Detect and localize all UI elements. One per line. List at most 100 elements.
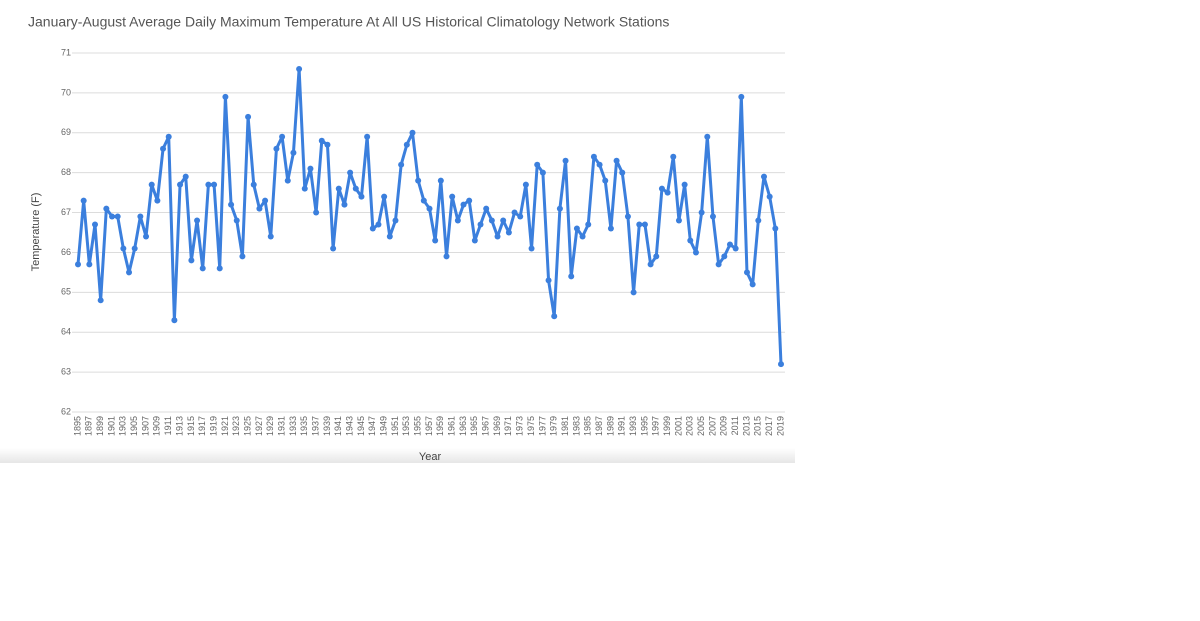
x-tick-label: 1911 <box>163 416 173 435</box>
data-point <box>517 213 524 220</box>
data-point <box>568 273 575 280</box>
x-axis-label: Year <box>419 451 442 463</box>
x-tick-label: 1937 <box>310 416 320 436</box>
data-point <box>687 237 694 244</box>
data-point <box>92 221 99 228</box>
data-point <box>432 237 439 244</box>
data-point <box>545 277 552 284</box>
x-tick-label: 1951 <box>390 416 400 436</box>
y-tick-label: 64 <box>61 327 71 337</box>
x-tick-label: 1901 <box>106 416 116 436</box>
x-tick-label: 2009 <box>719 416 729 436</box>
x-tick-label: 1907 <box>140 416 150 436</box>
data-point <box>352 185 359 192</box>
chart-title: January-August Average Daily Maximum Tem… <box>28 14 669 30</box>
data-point <box>318 137 325 144</box>
data-point <box>426 205 433 212</box>
data-point <box>630 289 637 296</box>
data-point <box>273 145 280 152</box>
data-point <box>641 221 648 228</box>
data-point <box>120 245 127 252</box>
data-point <box>177 181 184 188</box>
data-point <box>284 177 291 184</box>
x-tick-label: 1905 <box>129 416 139 436</box>
data-point <box>335 185 342 192</box>
y-tick-label: 65 <box>61 287 71 297</box>
y-tick-label: 63 <box>61 366 71 376</box>
data-point <box>636 221 643 228</box>
x-tick-label: 1917 <box>197 416 207 436</box>
x-tick-label: 1943 <box>345 416 355 436</box>
data-point <box>704 133 711 140</box>
y-tick-label: 66 <box>61 247 71 257</box>
x-tick-label: 1913 <box>174 416 184 436</box>
y-tick-label: 69 <box>61 127 71 137</box>
data-point <box>398 161 405 168</box>
data-point <box>692 249 699 256</box>
data-point <box>143 233 150 240</box>
y-tick-label: 70 <box>61 87 71 97</box>
data-point <box>658 185 665 192</box>
x-tick-label: 1983 <box>571 416 581 436</box>
x-tick-label: 1985 <box>583 416 593 436</box>
data-point <box>732 245 739 252</box>
x-tick-label: 1945 <box>356 416 366 436</box>
x-tick-label: 2017 <box>764 416 774 436</box>
data-point <box>494 233 501 240</box>
data-point <box>766 193 773 200</box>
data-point <box>590 153 597 160</box>
x-tick-label: 2013 <box>741 416 751 436</box>
x-tick-label: 1933 <box>288 416 298 436</box>
data-point <box>324 141 331 148</box>
data-point <box>483 205 490 212</box>
data-point <box>551 313 558 320</box>
data-point <box>726 241 733 248</box>
x-tick-label: 1975 <box>526 416 536 436</box>
data-point <box>103 205 110 212</box>
x-tick-label: 2007 <box>707 416 717 436</box>
data-point <box>596 161 603 168</box>
data-point <box>760 173 767 180</box>
data-point <box>296 65 303 72</box>
data-point <box>245 113 252 120</box>
x-tick-label: 1963 <box>458 416 468 436</box>
y-tick-label: 71 <box>61 47 71 57</box>
data-point <box>539 169 546 176</box>
x-tick-label: 1935 <box>299 416 309 436</box>
data-point <box>721 253 728 260</box>
x-tick-label: 1931 <box>276 416 286 436</box>
x-tick-label: 1921 <box>220 416 230 436</box>
x-tick-label: 2011 <box>730 416 740 435</box>
x-tick-label: 2003 <box>685 416 695 436</box>
x-tick-label: 2005 <box>696 416 706 436</box>
data-point <box>250 181 257 188</box>
x-tick-label: 2015 <box>753 416 763 436</box>
data-point <box>375 221 382 228</box>
data-point <box>358 193 365 200</box>
data-point <box>262 197 269 204</box>
x-tick-label: 1965 <box>469 416 479 436</box>
data-point <box>86 261 93 268</box>
data-point <box>97 297 104 304</box>
data-point <box>75 261 81 268</box>
x-tick-label: 1947 <box>367 416 377 436</box>
data-point <box>579 233 586 240</box>
x-tick-label: 1961 <box>447 416 457 436</box>
data-point <box>420 197 427 204</box>
data-point <box>369 225 376 232</box>
y-axis-label: Temperature (F) <box>30 193 42 272</box>
data-point <box>313 209 320 216</box>
x-tick-label: 1939 <box>322 416 332 436</box>
data-point <box>341 201 348 208</box>
data-point <box>466 197 473 204</box>
data-point <box>675 217 682 224</box>
data-point <box>772 225 779 232</box>
data-point <box>381 193 388 200</box>
data-point <box>182 173 189 180</box>
data-point <box>471 237 478 244</box>
x-tick-label: 1925 <box>242 416 252 436</box>
data-point <box>624 213 631 220</box>
data-point <box>743 269 750 276</box>
data-point <box>199 265 206 272</box>
